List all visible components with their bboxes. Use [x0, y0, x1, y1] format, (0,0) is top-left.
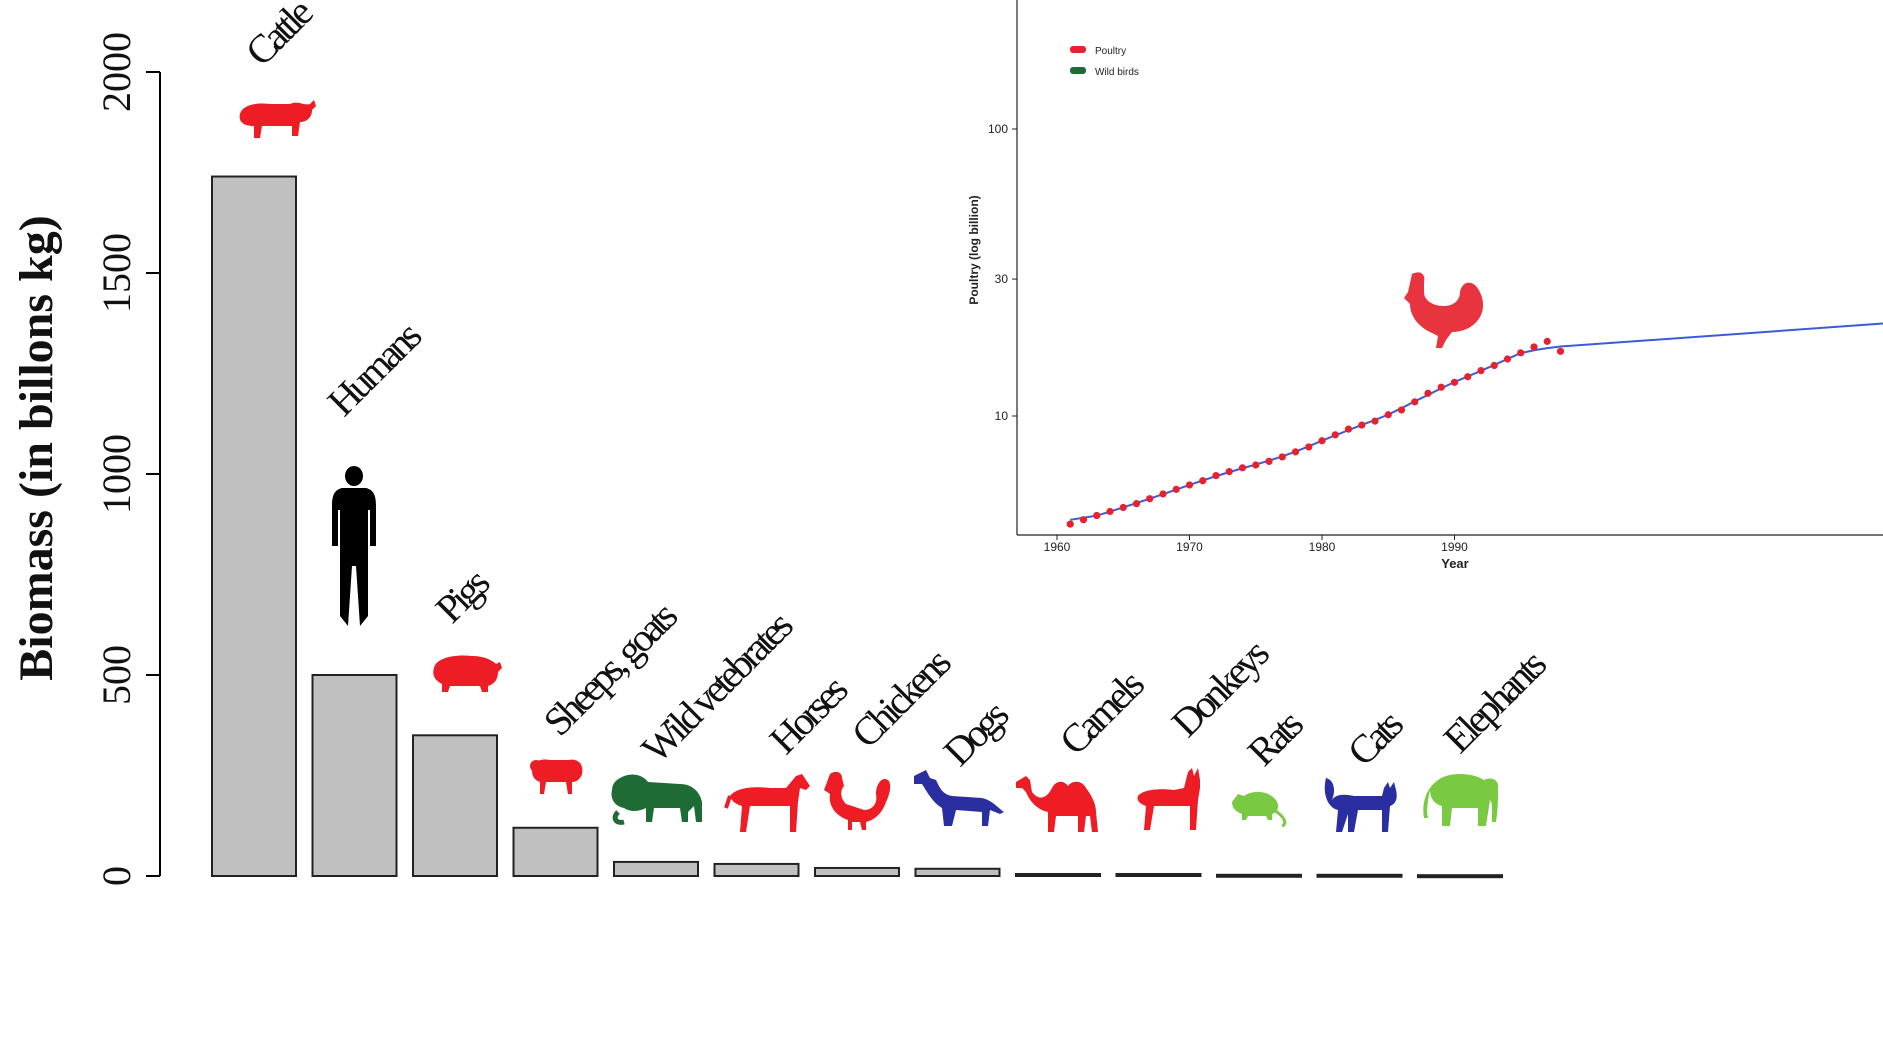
inset-data-point: [1066, 520, 1074, 528]
inset-data-point: [1252, 461, 1260, 469]
inset-data-point: [1464, 373, 1472, 381]
cat-icon: [1324, 778, 1397, 832]
inset-data-point: [1119, 503, 1127, 512]
y-tick-label: 500: [94, 645, 139, 705]
legend-item-wild-birds: Wild birds: [1070, 67, 1139, 78]
bar-elephants: [1417, 874, 1503, 879]
animal-icons: [239, 100, 1499, 832]
bar-camels: [1015, 872, 1101, 877]
inset-data-point: [1384, 411, 1392, 419]
y-tick-label: 1000: [94, 434, 139, 514]
sheep-icon: [530, 759, 583, 794]
inset-data-point: [1437, 383, 1445, 391]
inset-data-point: [1199, 477, 1207, 485]
bar-wild-vetebrates: [613, 860, 699, 877]
inset-legend: Poultry Wild birds: [1070, 46, 1139, 78]
inset-data-point: [1172, 485, 1180, 493]
inset-y-tick-label: 10: [995, 409, 1009, 423]
bar-dogs: [914, 867, 1001, 877]
donkey-icon: [1137, 768, 1200, 830]
inset-data-point: [1132, 500, 1141, 508]
legend-label-poultry: Poultry: [1095, 46, 1126, 57]
inset-data-point: [1238, 464, 1247, 472]
inset-data-point: [1331, 431, 1339, 439]
inset-x-tick-label: 1980: [1309, 540, 1336, 554]
inset-data-point: [1093, 511, 1101, 520]
monkey-icon: [611, 774, 702, 825]
y-axis: 0 500 1000 1500 2000: [94, 32, 161, 886]
y-ticks: 0 500 1000 1500 2000: [94, 32, 160, 886]
inset-y-tick-label: 30: [995, 272, 1009, 286]
bar-humans: [311, 674, 398, 877]
elephant-icon: [1423, 774, 1499, 826]
bar-sheeps-goats: [512, 826, 599, 878]
inset-x-tick-label: 1960: [1044, 540, 1071, 554]
legend-swatch-poultry: [1070, 46, 1086, 53]
bar-cattle: [211, 175, 297, 877]
inset-data-point: [1477, 366, 1485, 375]
horse-icon: [724, 774, 810, 832]
y-tick-label: 2000: [94, 32, 139, 112]
inset-data-point: [1543, 337, 1551, 345]
legend-item-poultry: Poultry: [1070, 46, 1126, 57]
bar-chickens: [814, 866, 900, 878]
inset-data-point: [1556, 347, 1565, 355]
inset-data-point: [1397, 406, 1406, 414]
inset-data-point: [1503, 355, 1512, 363]
inset-data-point: [1517, 349, 1525, 357]
inset-data-point: [1146, 495, 1154, 503]
inset-data-point: [1079, 516, 1088, 524]
inset-data-point: [1278, 453, 1286, 461]
inset-data-point: [1450, 378, 1459, 386]
inset-data-point: [1225, 468, 1233, 476]
inset-y-tick-label: 100: [988, 122, 1008, 136]
human-icon: [332, 466, 376, 626]
inset-rooster-icon: [1404, 272, 1484, 348]
inset-data-point: [1411, 398, 1419, 406]
inset-y-axis-label: Poultry (log billion): [967, 195, 981, 304]
rooster-icon: [824, 771, 891, 830]
dog-icon: [914, 770, 1004, 826]
bars: [211, 175, 1503, 879]
inset-data-point: [1106, 507, 1114, 516]
pig-icon: [433, 655, 502, 692]
inset-y-ticks: 10 30 100: [988, 122, 1017, 423]
y-tick-label: 0: [94, 866, 139, 886]
inset-data-point: [1291, 448, 1300, 456]
inset-data-point: [1159, 490, 1167, 498]
inset-data-point: [1212, 471, 1220, 480]
inset-x-tick-label: 1970: [1176, 540, 1203, 554]
inset-data-point: [1305, 443, 1313, 451]
inset-data-points: [1066, 337, 1565, 528]
inset-data-point: [1371, 417, 1379, 425]
inset-data-point: [1424, 389, 1432, 397]
bar-pigs: [412, 734, 498, 877]
inset-data-point: [1318, 437, 1326, 445]
inset-data-point: [1185, 481, 1194, 489]
inset-data-point: [1358, 421, 1366, 429]
bar-horses: [713, 862, 800, 878]
y-tick-label: 1500: [94, 233, 139, 313]
inset-x-axis-label: Year: [1441, 556, 1468, 571]
legend-label-wild-birds: Wild birds: [1095, 67, 1139, 78]
y-axis-label: Biomass (in billons kg): [10, 215, 63, 680]
legend-swatch-wild-birds: [1070, 67, 1086, 74]
inset-data-point: [1530, 343, 1538, 351]
inset-data-point: [1265, 457, 1273, 465]
bar-cats: [1316, 873, 1403, 878]
bar-rats: [1216, 873, 1302, 878]
inset-data-point: [1490, 361, 1498, 370]
inset-data-point: [1344, 425, 1353, 433]
inset-x-tick-label: 1990: [1441, 540, 1468, 554]
bar-donkeys: [1115, 872, 1202, 877]
camel-icon: [1016, 776, 1098, 832]
cattle-icon: [239, 100, 316, 138]
inset-trend-line: [1070, 322, 1883, 521]
rat-icon: [1232, 791, 1287, 828]
inset-x-ticks: 1960 1970 1980 1990: [1044, 535, 1468, 554]
